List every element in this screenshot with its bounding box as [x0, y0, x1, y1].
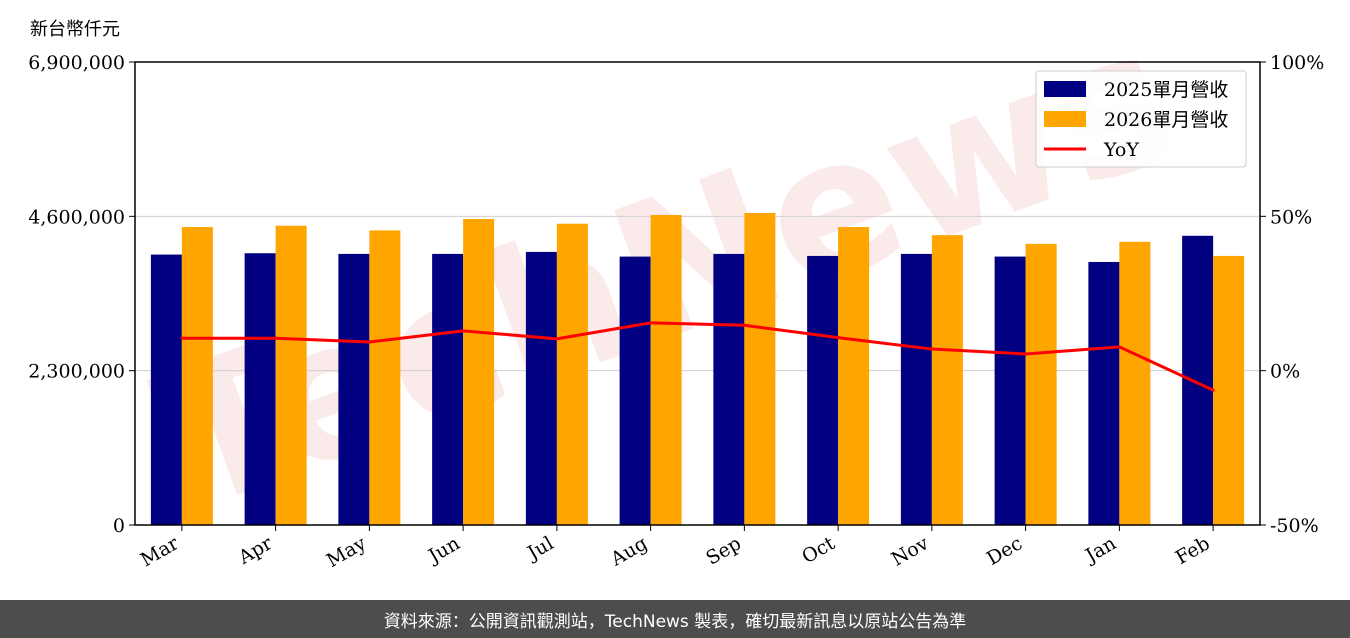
bar-2026: [1119, 241, 1151, 525]
x-tick-label: Feb: [1172, 532, 1214, 569]
y2-tick-label: 0%: [1270, 361, 1300, 383]
bar-2026: [650, 214, 682, 525]
y-tick-label: 0: [113, 515, 125, 537]
bar-2025: [432, 253, 464, 525]
source-footer: 資料來源：公開資訊觀測站，TechNews 製表，確切最新訊息以原站公告為準: [0, 600, 1350, 638]
bar-2026: [931, 235, 963, 525]
yoy-point: [649, 321, 653, 325]
bar-2025: [619, 256, 651, 525]
y2-tick-label: -50%: [1270, 515, 1319, 537]
plot-frame: [134, 61, 1261, 526]
y-tick-label: 6,900,000: [28, 52, 125, 74]
bar-2025: [807, 255, 839, 525]
bar-2026: [556, 223, 588, 526]
y2-tick-label: 100%: [1270, 52, 1324, 74]
yoy-point: [836, 336, 840, 340]
yoy-point: [367, 340, 371, 344]
bar-2025: [1182, 235, 1214, 525]
legend-label: YoY: [1103, 139, 1139, 161]
unit-label: 新台幣仟元: [30, 19, 120, 40]
y2-tick-label: 50%: [1270, 206, 1312, 228]
bar-2026: [463, 219, 495, 525]
bar-2025: [525, 251, 557, 525]
x-tick-label: Aug: [606, 532, 651, 571]
y-tick-label: 2,300,000: [28, 361, 125, 383]
yoy-point: [461, 329, 465, 333]
legend-label: 2025單月營收: [1104, 79, 1228, 101]
x-tick-label: Jun: [423, 532, 464, 568]
legend-swatch: [1044, 81, 1086, 97]
bar-2025: [244, 253, 276, 525]
yoy-point: [742, 323, 746, 327]
yoy-point: [1024, 352, 1028, 356]
bar-2025: [713, 253, 745, 525]
revenue-chart: TechNews 02,300,0004,600,0006,900,000-50…: [28, 0, 1324, 572]
x-tick-label: Oct: [798, 532, 839, 568]
yoy-point: [1211, 388, 1215, 392]
bar-2026: [181, 227, 213, 525]
bar-2026: [838, 227, 870, 525]
bar-2026: [275, 225, 307, 525]
chart-legend: 2025單月營收 2026單月營收 YoY: [1035, 70, 1247, 168]
bar-2026: [1213, 255, 1245, 525]
legend-label: 2026單月營收: [1104, 109, 1228, 131]
x-tick-label: May: [323, 532, 370, 572]
bar-2025: [150, 254, 182, 525]
x-tick-label: Jul: [522, 532, 557, 565]
y-tick-label: 4,600,000: [28, 206, 125, 228]
x-tick-label: Mar: [137, 532, 183, 571]
yoy-line: [181, 321, 1214, 392]
bar-2026: [369, 230, 401, 526]
bar-2026: [744, 212, 776, 525]
legend-swatch: [1044, 111, 1086, 127]
bar-2025: [900, 253, 932, 525]
x-tick-label: Dec: [983, 532, 1026, 570]
yoy-point: [1117, 345, 1121, 349]
x-tick-label: Nov: [888, 532, 933, 571]
x-tick-label: Jan: [1080, 532, 1120, 568]
yoy-point: [274, 336, 278, 340]
yoy-point: [180, 336, 184, 340]
legend-box: [1035, 70, 1247, 168]
yoy-point: [555, 337, 559, 341]
bar-2025: [1088, 261, 1120, 525]
bar-2025: [338, 253, 370, 525]
bar-2026: [1025, 243, 1057, 526]
x-tick-label: Sep: [702, 532, 745, 569]
bar-2025: [994, 256, 1026, 525]
yoy-point: [930, 347, 934, 351]
